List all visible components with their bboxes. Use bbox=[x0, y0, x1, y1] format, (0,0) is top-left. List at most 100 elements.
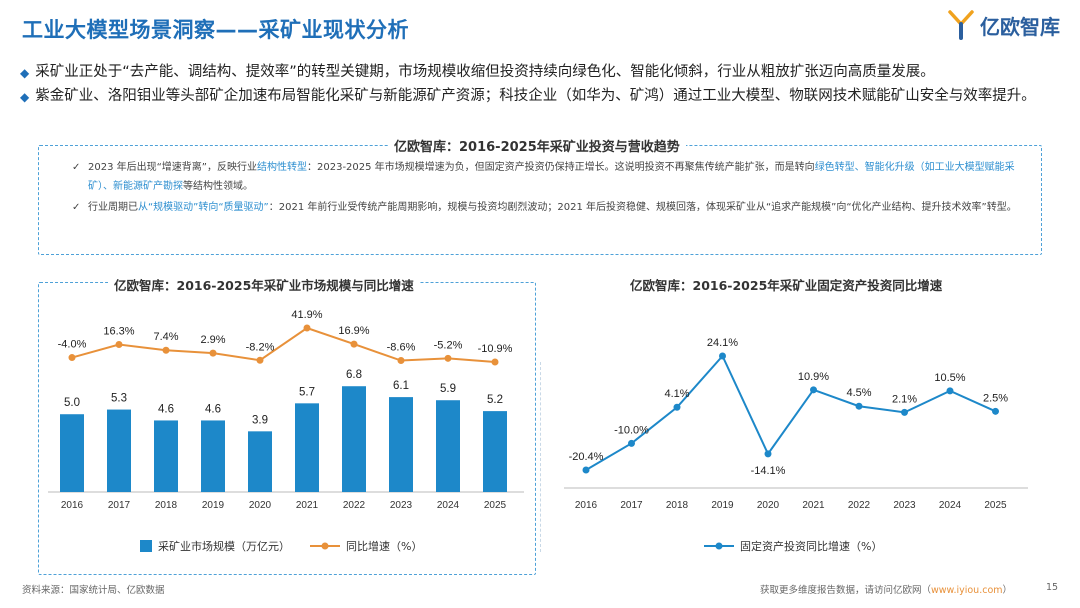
x-tick-label: 2025 bbox=[484, 500, 507, 511]
x-tick-label: 2022 bbox=[848, 500, 871, 511]
note-text: 等结构性领域。 bbox=[183, 181, 253, 192]
bar-market-size bbox=[436, 400, 460, 492]
growth-point bbox=[162, 346, 170, 354]
note-highlight: 从“规模驱动”转向“质量驱动” bbox=[138, 202, 269, 213]
investment-value-label: 2.1% bbox=[892, 393, 917, 405]
bar-market-size bbox=[201, 420, 225, 492]
investment-value-label: -14.1% bbox=[751, 465, 786, 477]
bar-value-label: 3.9 bbox=[252, 414, 268, 426]
bar-market-size bbox=[342, 386, 366, 492]
bullet-item: ◆ 采矿业正处于“去产能、调结构、提效率”的转型关键期，市场规模收缩但投资持续向… bbox=[20, 62, 1065, 84]
trend-box-title: 亿欧智库：2016-2025年采矿业投资与营收趋势 bbox=[388, 136, 686, 155]
x-tick-label: 2023 bbox=[390, 500, 413, 511]
growth-value-label: 16.9% bbox=[338, 325, 369, 337]
investment-chart-legend: 固定资产投资同比增速（%） bbox=[704, 538, 882, 554]
bar-market-size bbox=[60, 414, 84, 492]
x-tick-label: 2016 bbox=[61, 500, 84, 511]
summary-bullets: ◆ 采矿业正处于“去产能、调结构、提效率”的转型关键期，市场规模收缩但投资持续向… bbox=[20, 62, 1065, 110]
bullet-text: 紫金矿业、洛阳钼业等头部矿企加速布局智能化采矿与新能源矿产资源；科技企业（如华为… bbox=[35, 88, 1036, 104]
legend-line-swatch bbox=[704, 542, 734, 550]
x-tick-label: 2020 bbox=[249, 500, 272, 511]
trend-note-1: ✓ 2023 年后出现“增速背离”，反映行业结构性转型：2023-2025 年市… bbox=[72, 158, 1032, 196]
investment-value-label: 4.1% bbox=[664, 388, 689, 400]
investment-point bbox=[992, 407, 999, 415]
x-tick-label: 2017 bbox=[108, 500, 131, 511]
investment-value-label: 4.5% bbox=[846, 387, 871, 399]
market-chart-legend: 采矿业市场规模（万亿元） 同比增速（%） bbox=[140, 538, 422, 554]
bar-value-label: 4.6 bbox=[205, 403, 221, 415]
x-tick-label: 2019 bbox=[202, 500, 225, 511]
bar-market-size bbox=[483, 411, 507, 492]
investment-growth-chart: 2016 2017 2018 2019 2020 2021 2022 2023 2024 2025… bbox=[564, 337, 1028, 511]
trend-notes: ✓ 2023 年后出现“增速背离”，反映行业结构性转型：2023-2025 年市… bbox=[72, 158, 1032, 217]
investment-point bbox=[719, 352, 726, 360]
investment-point bbox=[810, 386, 817, 394]
investment-value-label: -20.4% bbox=[569, 451, 604, 463]
yiou-logo-icon bbox=[948, 10, 974, 40]
growth-point bbox=[209, 349, 217, 357]
note-text: ：2023-2025 年市场规模增速为负，但固定资产投资仍保持正增长。这说明投资… bbox=[307, 162, 815, 173]
bar-value-label: 5.0 bbox=[64, 397, 80, 409]
x-tick-label: 2019 bbox=[711, 500, 734, 511]
legend-label-line: 固定资产投资同比增速（%） bbox=[740, 540, 883, 553]
page-title: 工业大模型场景洞察——采矿业现状分析 bbox=[22, 18, 409, 42]
legend-label-bar: 采矿业市场规模（万亿元） bbox=[158, 540, 290, 553]
growth-point bbox=[350, 340, 358, 348]
growth-value-label: -8.6% bbox=[387, 342, 416, 354]
investment-point bbox=[764, 450, 772, 458]
investment-point bbox=[855, 402, 863, 410]
legend-bar-swatch bbox=[140, 540, 152, 552]
diamond-icon: ◆ bbox=[20, 66, 30, 80]
investment-value-label: 10.9% bbox=[798, 371, 829, 383]
investment-value-label: -10.0% bbox=[614, 424, 649, 436]
investment-point bbox=[628, 439, 635, 447]
growth-point bbox=[303, 324, 311, 332]
bar-value-label: 4.6 bbox=[158, 403, 174, 415]
x-tick-label: 2018 bbox=[155, 500, 178, 511]
bar-market-size bbox=[295, 403, 319, 492]
cta-text: 获取更多维度报告数据，请访问亿欧网（ bbox=[760, 585, 932, 596]
investment-growth-line bbox=[585, 354, 996, 471]
x-tick-label: 2021 bbox=[802, 500, 825, 511]
market-chart-title: 亿欧智库：2016-2025年采矿业市场规模与同比增速 bbox=[108, 275, 420, 294]
bar-value-label: 5.3 bbox=[111, 393, 127, 405]
legend-line-swatch bbox=[310, 542, 340, 550]
investment-point bbox=[946, 387, 954, 395]
panel-divider bbox=[540, 362, 541, 552]
growth-point bbox=[491, 358, 499, 366]
cta-text: ） bbox=[1002, 585, 1013, 596]
growth-value-label: -8.2% bbox=[246, 341, 275, 353]
x-tick-label: 2023 bbox=[893, 500, 916, 511]
growth-point bbox=[444, 354, 452, 362]
note-text: 行业周期已 bbox=[88, 202, 138, 213]
x-tick-label: 2024 bbox=[437, 500, 460, 511]
bar-value-label: 6.1 bbox=[393, 380, 409, 392]
x-tick-label: 2016 bbox=[575, 500, 598, 511]
investment-value-label: 10.5% bbox=[934, 372, 965, 384]
x-tick-label: 2025 bbox=[984, 500, 1007, 511]
growth-point bbox=[256, 356, 264, 364]
x-tick-label: 2017 bbox=[620, 500, 643, 511]
logo-text: 亿欧智库 bbox=[980, 14, 1060, 39]
bar-value-label: 5.9 bbox=[440, 383, 456, 395]
cta-link[interactable]: www.iyiou.com bbox=[931, 585, 1003, 596]
x-tick-label: 2024 bbox=[939, 500, 962, 511]
investment-chart-title: 亿欧智库：2016-2025年采矿业固定资产投资同比增速 bbox=[630, 278, 943, 293]
growth-value-label: 41.9% bbox=[291, 309, 322, 321]
note-highlight: 结构性转型 bbox=[257, 162, 307, 173]
investment-value-label: 24.1% bbox=[707, 337, 738, 349]
bar-market-size bbox=[248, 431, 272, 492]
growth-value-label: -10.9% bbox=[478, 343, 513, 355]
check-icon: ✓ bbox=[72, 202, 81, 213]
bar-value-label: 5.7 bbox=[299, 386, 315, 398]
market-size-chart: 5.0 2016 5.3 2017 4.6 2018 4.6 2019 3.9 2020 5.7 20… bbox=[48, 309, 524, 511]
bar-market-size bbox=[154, 420, 178, 492]
growth-value-label: 7.4% bbox=[153, 331, 178, 343]
growth-value-label: 16.3% bbox=[103, 325, 134, 337]
growth-line bbox=[71, 326, 496, 363]
footer-cta: 获取更多维度报告数据，请访问亿欧网（www.iyiou.com） bbox=[760, 582, 1012, 596]
brand-logo: 亿欧智库 bbox=[948, 10, 1060, 40]
growth-point bbox=[397, 357, 405, 365]
investment-value-label: 2.5% bbox=[983, 392, 1008, 404]
bar-market-size bbox=[389, 397, 413, 492]
